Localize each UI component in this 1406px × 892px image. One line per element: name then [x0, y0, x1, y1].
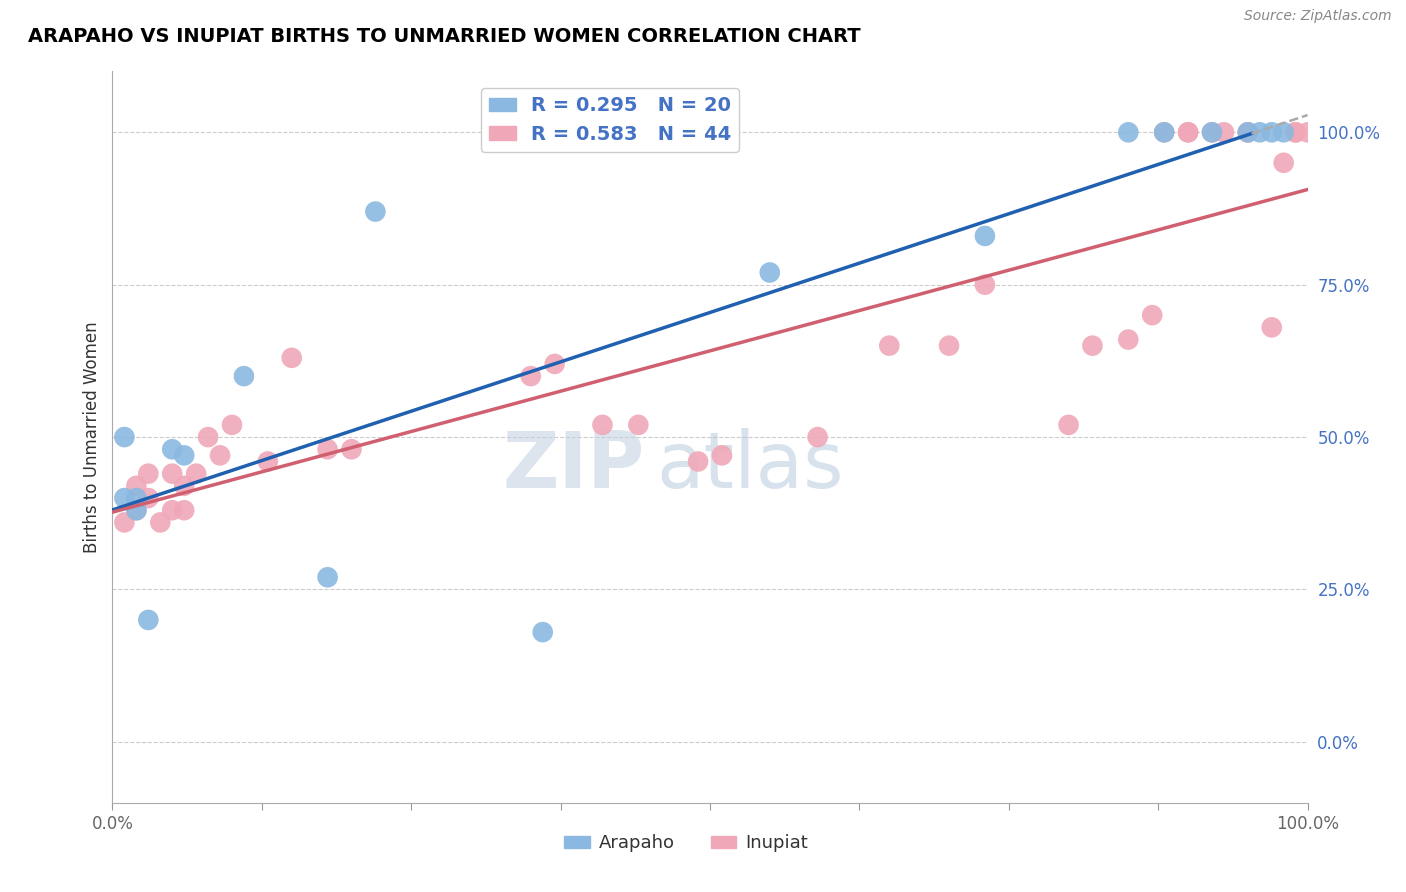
Point [1118, 125, 1140, 139]
Y-axis label: Births to Unmarried Women: Births to Unmarried Women [83, 321, 101, 553]
Point [1237, 125, 1260, 139]
Point [364, 204, 387, 219]
Point [1285, 125, 1308, 139]
Point [1249, 125, 1271, 139]
Point [125, 491, 148, 505]
Point [125, 503, 148, 517]
Point [316, 442, 339, 457]
Point [1201, 125, 1223, 139]
Point [1201, 125, 1223, 139]
Point [186, 467, 208, 481]
Point [1081, 339, 1104, 353]
Point [173, 503, 195, 517]
Point [531, 625, 554, 640]
Point [1272, 155, 1295, 169]
Point [340, 442, 363, 457]
Point [1118, 333, 1140, 347]
Point [114, 516, 135, 530]
Point [543, 357, 565, 371]
Point [1237, 125, 1260, 139]
Point [520, 369, 543, 384]
Point [1057, 417, 1080, 432]
Point [759, 266, 782, 280]
Point [627, 417, 650, 432]
Point [221, 417, 243, 432]
Point [711, 449, 734, 463]
Point [1261, 125, 1284, 139]
Point [1177, 125, 1199, 139]
Point [1237, 125, 1260, 139]
Legend: Arapaho, Inupiat: Arapaho, Inupiat [557, 827, 815, 860]
Point [1272, 125, 1295, 139]
Point [114, 491, 135, 505]
Point [1142, 308, 1164, 322]
Point [138, 491, 160, 505]
Point [807, 430, 830, 444]
Point [173, 449, 195, 463]
Point [1153, 125, 1175, 139]
Point [1296, 125, 1319, 139]
Point [138, 613, 160, 627]
Point [938, 339, 960, 353]
Point [138, 467, 160, 481]
Point [257, 454, 280, 468]
Point [114, 430, 135, 444]
Point [688, 454, 710, 468]
Text: Source: ZipAtlas.com: Source: ZipAtlas.com [1244, 9, 1392, 23]
Point [592, 417, 614, 432]
Point [879, 339, 901, 353]
Point [1177, 125, 1199, 139]
Point [125, 479, 148, 493]
Point [1261, 320, 1284, 334]
Text: atlas: atlas [657, 428, 844, 504]
Point [209, 449, 232, 463]
Point [1213, 125, 1236, 139]
Point [1153, 125, 1175, 139]
Text: ZIP: ZIP [502, 428, 644, 504]
Point [173, 479, 195, 493]
Point [233, 369, 256, 384]
Point [197, 430, 219, 444]
Point [125, 503, 148, 517]
Point [974, 277, 997, 292]
Point [162, 442, 183, 457]
Point [149, 516, 172, 530]
Point [281, 351, 304, 365]
Point [974, 228, 997, 243]
Point [316, 570, 339, 584]
Point [162, 467, 183, 481]
Point [1285, 125, 1308, 139]
Point [162, 503, 183, 517]
Text: ARAPAHO VS INUPIAT BIRTHS TO UNMARRIED WOMEN CORRELATION CHART: ARAPAHO VS INUPIAT BIRTHS TO UNMARRIED W… [28, 27, 860, 45]
